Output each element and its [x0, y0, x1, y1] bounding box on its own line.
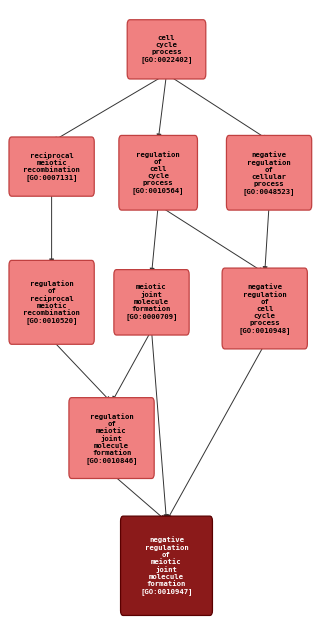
FancyBboxPatch shape — [9, 137, 94, 196]
FancyBboxPatch shape — [69, 398, 154, 479]
Text: reciprocal
meiotic
recombination
[GO:0007131]: reciprocal meiotic recombination [GO:000… — [23, 152, 80, 181]
Text: negative
regulation
of
cellular
process
[GO:0048523]: negative regulation of cellular process … — [243, 151, 295, 195]
Text: regulation
of
cell
cycle
process
[GO:0010564]: regulation of cell cycle process [GO:001… — [132, 151, 184, 194]
Text: cell
cycle
process
[GO:0022402]: cell cycle process [GO:0022402] — [140, 35, 193, 64]
Text: meiotic
joint
molecule
formation
[GO:0000709]: meiotic joint molecule formation [GO:000… — [125, 284, 178, 320]
FancyBboxPatch shape — [222, 268, 307, 349]
FancyBboxPatch shape — [127, 20, 206, 79]
Text: regulation
of
reciprocal
meiotic
recombination
[GO:0010520]: regulation of reciprocal meiotic recombi… — [23, 280, 80, 325]
Text: regulation
of
meiotic
joint
molecule
formation
[GO:0010846]: regulation of meiotic joint molecule for… — [85, 413, 138, 463]
FancyBboxPatch shape — [119, 136, 197, 210]
FancyBboxPatch shape — [226, 136, 312, 210]
Text: negative
regulation
of
meiotic
joint
molecule
formation
[GO:0010947]: negative regulation of meiotic joint mol… — [140, 536, 193, 595]
FancyBboxPatch shape — [9, 260, 94, 344]
FancyBboxPatch shape — [114, 270, 189, 335]
Text: negative
regulation
of
cell
cycle
process
[GO:0010948]: negative regulation of cell cycle proces… — [238, 283, 291, 334]
FancyBboxPatch shape — [121, 516, 212, 615]
